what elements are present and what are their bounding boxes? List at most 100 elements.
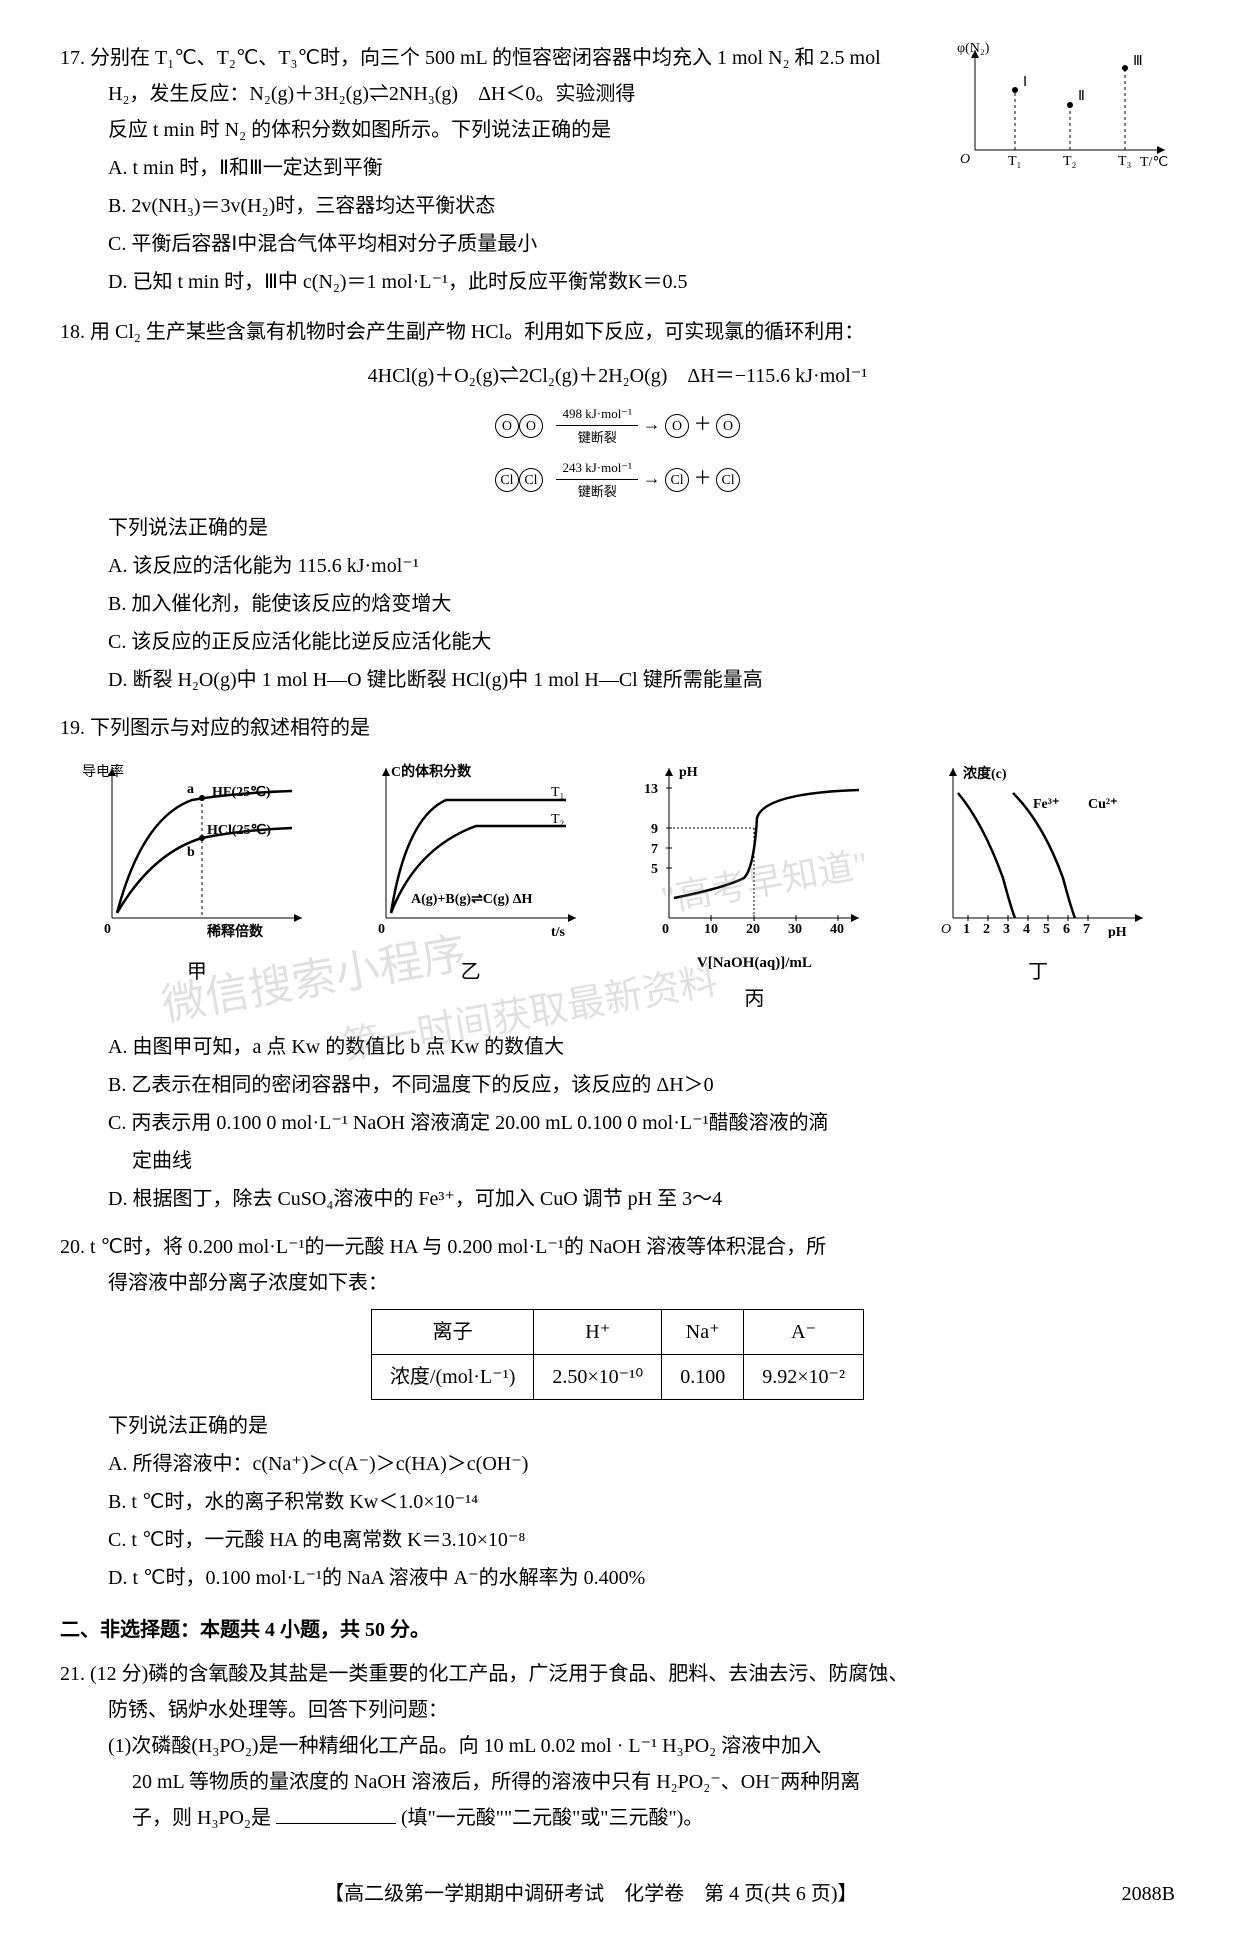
q18-optD: D. 断裂 H₂O(g)中 1 mol H—O 键比断裂 HCl(g)中 1 m… [60,662,1175,698]
svg-text:a: a [187,782,194,797]
svg-text:0: 0 [378,922,385,937]
table-cell: 0.100 [662,1354,744,1399]
q21-sub1-l2: 20 mL 等物质的量浓度的 NaOH 溶液后，所得的溶液中只有 H₂PO₂⁻、… [60,1764,1175,1800]
footer-right: 2088B [1122,1876,1175,1912]
section-2-header: 二、非选择题：本题共 4 小题，共 50 分。 [60,1612,1175,1648]
q17-num: 17. [60,47,85,69]
q17-optC: C. 平衡后容器Ⅰ中混合气体平均相对分子质量最小 [60,226,1175,262]
atom-O-icon: O [495,414,519,438]
svg-text:6: 6 [1063,922,1070,937]
svg-text:3: 3 [1003,922,1010,937]
table-header: Na⁺ [662,1309,744,1354]
q18-bond-diagram-1: OO 498 kJ·mol⁻¹ 键断裂 → O ＋ O [60,402,1175,450]
chart-ylabel: φ(N₂) [957,41,990,56]
chart-bing: pH 13 9 7 5 0 10 20 30 40 [629,758,879,1017]
q21-sub1-l1: (1)次磷酸(H₃PO₂)是一种精细化工产品。向 10 mL 0.02 mol … [60,1728,1175,1764]
q18-num: 18. [60,321,85,343]
chart-bing-label: 丙 [629,981,879,1017]
question-20: 20. t ℃时，将 0.200 mol·L⁻¹的一元酸 HA 与 0.200 … [60,1229,1175,1596]
q18-text1: 用 Cl₂ 生产某些含氯有机物时会产生副产物 HCl。利用如下反应，可实现氯的循… [90,321,864,343]
q19-num: 19. [60,717,85,739]
svg-text:Ⅲ: Ⅲ [1133,54,1143,69]
svg-text:A(g)+B(g)⇌C(g) ΔH: A(g)+B(g)⇌C(g) ΔH [411,892,533,907]
q21-text2: 防锈、锅炉水处理等。回答下列问题： [60,1692,1175,1728]
q21-text1: (12 分)磷的含氧酸及其盐是一类重要的化工产品，广泛用于食品、肥料、去油去污、… [90,1663,908,1685]
q18-equation: 4HCl(g)＋O₂(g)⇌2Cl₂(g)＋2H₂O(g) ΔH＝−115.6 … [60,358,1175,394]
answer-blank[interactable] [276,1823,396,1824]
svg-text:pH: pH [1108,925,1127,938]
svg-text:13: 13 [644,782,658,797]
question-21: 21. (12 分)磷的含氧酸及其盐是一类重要的化工产品，广泛用于食品、肥料、去… [60,1656,1175,1836]
svg-text:O: O [960,152,970,167]
table-header: A⁻ [744,1309,864,1354]
table-cell: 2.50×10⁻¹⁰ [534,1354,662,1399]
atom-Cl-icon: Cl [519,468,543,492]
q20-optD: D. t ℃时，0.100 mol·L⁻¹的 NaA 溶液中 A⁻的水解率为 0… [60,1560,1175,1596]
footer-center: 【高二级第一学期期中调研考试 化学卷 第 4 页(共 6 页)】 [60,1876,1122,1912]
table-header: 离子 [371,1309,533,1354]
q19-optB: B. 乙表示在相同的密闭容器中，不同温度下的反应，该反应的 ΔH＞0 [60,1067,1175,1103]
q20-text2: 得溶液中部分离子浓度如下表： [60,1265,1175,1301]
table-cell: 浓度/(mol·L⁻¹) [371,1354,533,1399]
svg-text:20: 20 [746,922,760,937]
q18-optA: A. 该反应的活化能为 115.6 kJ·mol⁻¹ [60,548,1175,584]
table-row: 离子 H⁺ Na⁺ A⁻ [371,1309,863,1354]
chart-ding-label: 丁 [923,954,1153,990]
svg-text:Ⅰ: Ⅰ [1023,75,1027,90]
q20-text1: t ℃时，将 0.200 mol·L⁻¹的一元酸 HA 与 0.200 mol·… [90,1236,826,1258]
q20-table: 离子 H⁺ Na⁺ A⁻ 浓度/(mol·L⁻¹) 2.50×10⁻¹⁰ 0.1… [371,1309,864,1400]
svg-text:5: 5 [651,862,658,877]
svg-text:1: 1 [963,922,970,937]
svg-text:Fe³⁺: Fe³⁺ [1033,797,1059,812]
svg-text:稀释倍数: 稀释倍数 [207,923,264,938]
q19-graphs: 导电率 a b HF(25℃) HCl(25℃) 0 稀释倍数 甲 [60,758,1175,1017]
chart-yi: C的体积分数 T₁ T₂ A(g)+B(g)⇌C(g) ΔH 0 t/s 乙 [356,758,586,1017]
q18-optB: B. 加入催化剂，能使该反应的焓变增大 [60,586,1175,622]
question-19: 19. 下列图示与对应的叙述相符的是 导电率 a b HF(25℃) HCl(2… [60,710,1175,1217]
q20-prompt: 下列说法正确的是 [60,1408,1175,1444]
q21-sub1-l3: 子，则 H₃PO₂是 (填"一元酸""二元酸"或"三元酸")。 [60,1800,1175,1836]
q17-optB: B. 2v(NH₃)＝3v(H₂)时，三容器均达平衡状态 [60,188,1175,224]
q17-chart: φ(N₂) O Ⅰ Ⅱ Ⅲ T₁ T₂ T₃ T/℃ [955,40,1175,182]
q19-optC-l2: 定曲线 [60,1143,1175,1179]
q20-optA: A. 所得溶液中：c(Na⁺)＞c(A⁻)＞c(HA)＞c(OH⁻) [60,1446,1175,1482]
q18-optC: C. 该反应的正反应活化能比逆反应活化能大 [60,624,1175,660]
svg-text:2: 2 [983,922,990,937]
svg-text:T₂: T₂ [1063,154,1077,169]
svg-text:HF(25℃): HF(25℃) [212,785,271,800]
q19-optD: D. 根据图丁，除去 CuSO₄溶液中的 Fe³⁺，可加入 CuO 调节 pH … [60,1181,1175,1217]
q19-optC-l1: C. 丙表示用 0.100 0 mol·L⁻¹ NaOH 溶液滴定 20.00 … [60,1105,1175,1141]
svg-text:T₂: T₂ [551,812,565,827]
chart-jia: 导电率 a b HF(25℃) HCl(25℃) 0 稀释倍数 甲 [82,758,312,1017]
svg-text:9: 9 [651,822,658,837]
svg-text:7: 7 [1083,922,1090,937]
svg-text:浓度(c): 浓度(c) [963,765,1007,782]
atom-Cl-icon: Cl [716,468,740,492]
q18-prompt: 下列说法正确的是 [60,510,1175,546]
atom-Cl-icon: Cl [665,468,689,492]
svg-text:5: 5 [1043,922,1050,937]
q17-optD: D. 已知 t min 时，Ⅲ中 c(N₂)＝1 mol·L⁻¹，此时反应平衡常… [60,264,1175,300]
svg-text:0: 0 [662,922,669,937]
table-cell: 9.92×10⁻² [744,1354,864,1399]
q20-optC: C. t ℃时，一元酸 HA 的电离常数 K＝3.10×10⁻⁸ [60,1522,1175,1558]
svg-text:7: 7 [651,842,658,857]
chart-ding: 浓度(c) Fe³⁺ Cu²⁺ O 1 2 3 4 5 6 7 pH [923,758,1153,1017]
svg-text:T₁: T₁ [551,785,564,800]
page-footer: 【高二级第一学期期中调研考试 化学卷 第 4 页(共 6 页)】 2088B [60,1876,1175,1912]
atom-O-icon: O [519,414,543,438]
q20-num: 20. [60,1236,85,1258]
svg-text:30: 30 [788,922,802,937]
atom-Cl-icon: Cl [495,468,519,492]
svg-text:b: b [187,845,195,860]
svg-text:40: 40 [830,922,844,937]
svg-text:t/s: t/s [551,925,566,938]
question-18: 18. 用 Cl₂ 生产某些含氯有机物时会产生副产物 HCl。利用如下反应，可实… [60,314,1175,698]
svg-text:HCl(25℃): HCl(25℃) [207,823,271,838]
svg-text:Cu²⁺: Cu²⁺ [1088,797,1117,812]
table-row: 浓度/(mol·L⁻¹) 2.50×10⁻¹⁰ 0.100 9.92×10⁻² [371,1354,863,1399]
q19-optA: A. 由图甲可知，a 点 Kw 的数值比 b 点 Kw 的数值大 [60,1029,1175,1065]
svg-text:pH: pH [679,765,698,780]
svg-text:0: 0 [104,922,111,937]
q17-chart-svg: φ(N₂) O Ⅰ Ⅱ Ⅲ T₁ T₂ T₃ T/℃ [955,40,1175,170]
